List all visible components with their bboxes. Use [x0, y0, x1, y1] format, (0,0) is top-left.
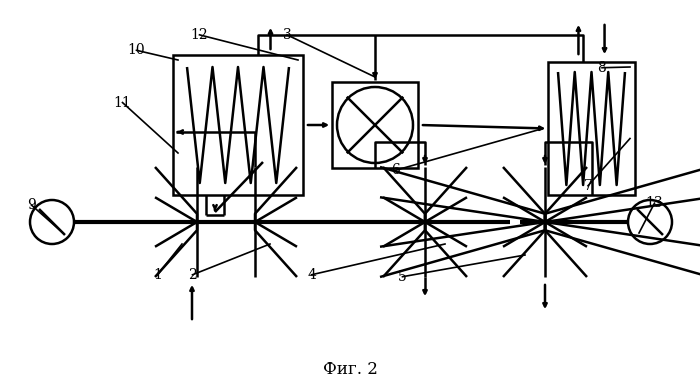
Text: 10: 10 — [127, 43, 146, 57]
Text: 11: 11 — [113, 96, 132, 110]
Text: Фиг. 2: Фиг. 2 — [323, 361, 377, 377]
Bar — [332, 82, 418, 168]
Text: 2: 2 — [188, 268, 197, 282]
Text: 12: 12 — [190, 28, 209, 42]
Text: 7: 7 — [584, 179, 592, 193]
Bar — [173, 55, 303, 195]
Text: 1: 1 — [153, 268, 162, 282]
Text: 6: 6 — [391, 163, 400, 177]
Text: 13: 13 — [645, 196, 664, 210]
Text: 5: 5 — [398, 270, 407, 284]
Text: 4: 4 — [307, 268, 316, 282]
Text: 8: 8 — [598, 61, 606, 75]
Text: 3: 3 — [283, 28, 291, 42]
Bar — [548, 62, 635, 195]
Text: 9: 9 — [27, 198, 36, 212]
